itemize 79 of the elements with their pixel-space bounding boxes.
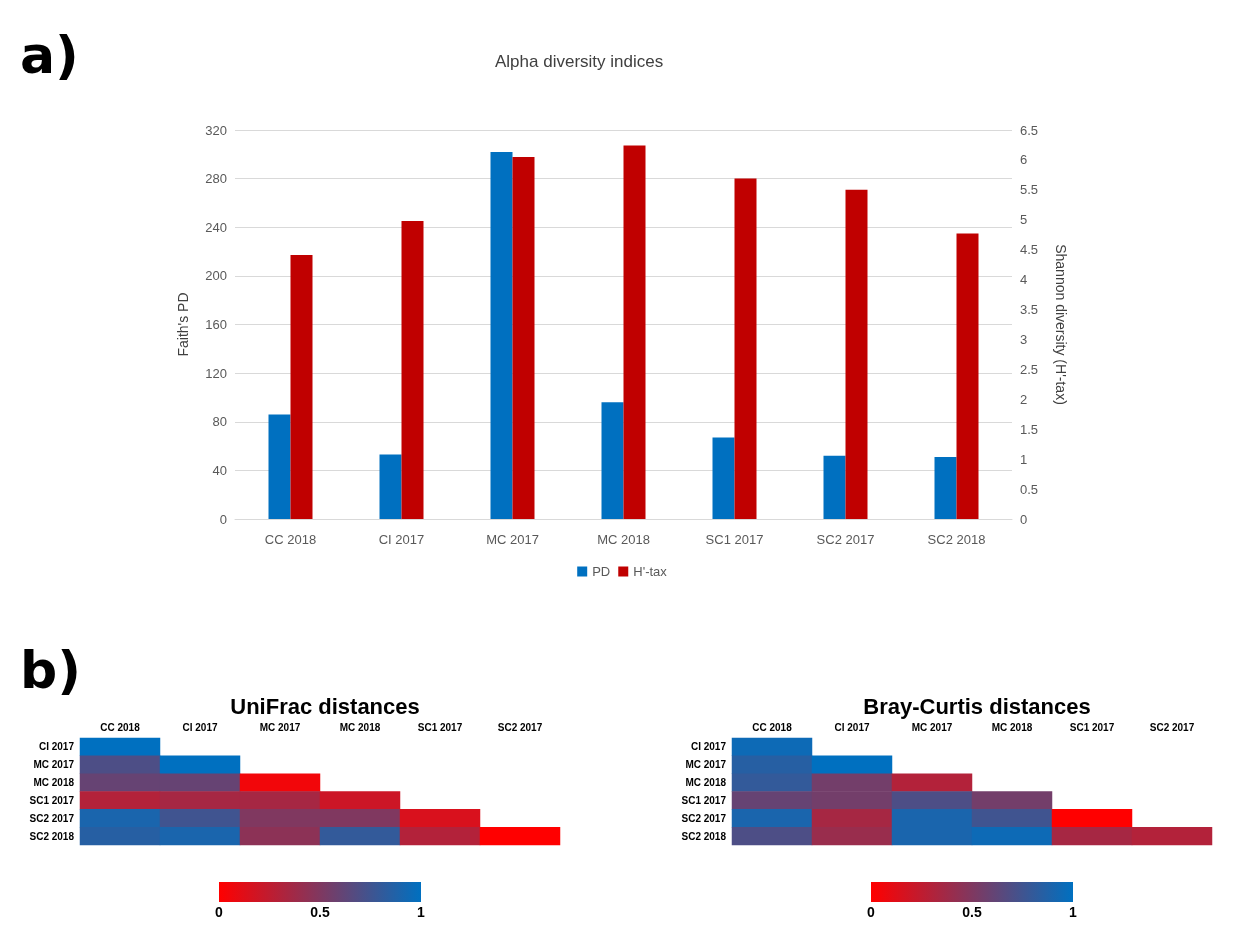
x-tick-label: MC 2018 <box>597 532 650 547</box>
x-tick-label: SC1 2017 <box>705 532 764 547</box>
y-tick-label: CI 2017 <box>690 741 727 753</box>
bar <box>379 454 402 519</box>
y2-tick-label: 6.5 <box>1020 122 1039 138</box>
x-tick-label: CI 2017 <box>378 532 425 547</box>
x-tick-label: SC1 2017 <box>1069 721 1115 733</box>
bar <box>601 402 624 519</box>
bar <box>934 457 957 519</box>
x-tick-label: MC 2017 <box>259 721 301 733</box>
y-axis-title: Faith's PD <box>175 292 191 357</box>
x-tick-label: SC1 2017 <box>417 721 463 733</box>
chart-title: Alpha diversity indices <box>495 52 664 71</box>
chart-title: UniFrac distances <box>230 693 420 719</box>
y2-tick-label: 1.5 <box>1020 421 1039 437</box>
y-tick-label: SC2 2018 <box>681 830 727 842</box>
y-tick-label: SC2 2017 <box>681 812 727 824</box>
text: a) <box>20 25 79 85</box>
y-tick-label: 40 <box>212 462 227 478</box>
x-tick-label: MC 2017 <box>486 532 539 547</box>
y2-axis-title: Shannon diversity (H'-tax) <box>1053 244 1069 405</box>
y-tick-label: 160 <box>205 317 227 332</box>
y2-tick-label: 4 <box>1020 272 1028 288</box>
color-bar-label: 1 <box>417 904 426 920</box>
y2-tick-label: 6 <box>1020 152 1028 168</box>
bar <box>823 455 846 519</box>
bar <box>623 145 646 519</box>
y-tick-label: 280 <box>205 171 227 187</box>
x-tick-label: MC 2018 <box>991 721 1033 733</box>
y2-tick-label: 3.5 <box>1020 302 1039 318</box>
y-tick-label: 320 <box>205 122 227 138</box>
x-tick-label: MC 2018 <box>339 721 381 733</box>
x-tick-label: CC 2018 <box>100 721 141 733</box>
y-tick-label: 0 <box>219 511 227 527</box>
y2-tick-label: 5 <box>1020 212 1028 228</box>
y2-tick-label: 5.5 <box>1020 182 1039 198</box>
text: b) <box>20 640 81 700</box>
y-tick-label: SC1 2017 <box>29 794 75 806</box>
bar <box>845 189 868 519</box>
x-tick-label: CI 2017 <box>182 721 218 733</box>
y-tick-label: CI 2017 <box>38 741 75 753</box>
y-tick-label: SC2 2017 <box>29 812 75 824</box>
y-tick-label: SC2 2018 <box>29 830 75 842</box>
y2-tick-label: 0.5 <box>1020 481 1039 497</box>
bar <box>401 220 424 519</box>
y-tick-label: 80 <box>212 414 227 430</box>
y-tick-label: 240 <box>205 219 227 235</box>
bar <box>290 255 313 519</box>
legend-label: H'-tax <box>633 564 668 579</box>
bar <box>712 437 735 519</box>
y-tick-label: MC 2018 <box>685 777 727 789</box>
y-tick-label: MC 2017 <box>33 759 75 771</box>
y-tick-label: MC 2017 <box>685 759 727 771</box>
y2-tick-label: 3 <box>1020 331 1028 347</box>
color-bar-label: 0 <box>867 904 876 920</box>
y-tick-label: 200 <box>205 268 227 284</box>
color-bar-label: 0.5 <box>962 904 982 920</box>
y-tick-label: MC 2018 <box>33 777 75 789</box>
y2-tick-label: 0 <box>1020 511 1028 527</box>
legend-label: PD <box>592 564 611 579</box>
bar <box>734 178 757 519</box>
color-bar-label: 1 <box>1069 904 1078 920</box>
x-tick-label: SC2 2017 <box>1149 721 1195 733</box>
x-tick-label: SC2 2018 <box>927 532 986 547</box>
x-tick-label: SC2 2017 <box>497 721 543 733</box>
x-tick-label: SC2 2017 <box>816 532 875 547</box>
y-tick-label: SC1 2017 <box>681 794 727 806</box>
chart-title: Bray-Curtis distances <box>863 693 1091 719</box>
x-tick-label: MC 2017 <box>911 721 953 733</box>
y2-tick-label: 1 <box>1020 451 1028 467</box>
x-tick-label: CC 2018 <box>264 532 317 547</box>
x-tick-label: CI 2017 <box>834 721 870 733</box>
bar <box>956 233 979 519</box>
y2-tick-label: 4.5 <box>1020 242 1039 258</box>
y-tick-label: 120 <box>205 365 227 381</box>
y2-tick-label: 2 <box>1020 391 1028 407</box>
color-bar-label: 0.5 <box>310 904 330 920</box>
y2-tick-label: 2.5 <box>1020 361 1039 377</box>
x-tick-label: CC 2018 <box>752 721 793 733</box>
